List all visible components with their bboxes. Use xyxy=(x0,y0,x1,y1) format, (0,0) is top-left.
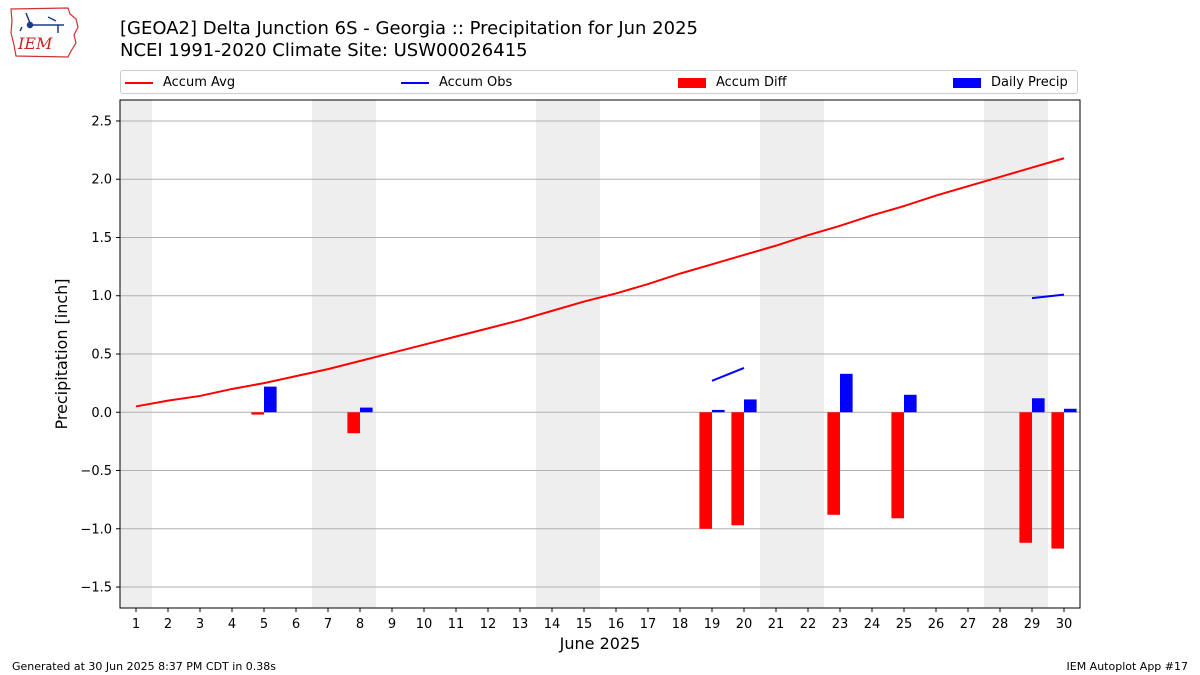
accum-diff-bar xyxy=(699,412,712,529)
y-tick-label: −0.5 xyxy=(80,464,112,479)
plot-frame xyxy=(119,99,1081,609)
legend-label-accum-obs: Accum Obs xyxy=(439,75,513,90)
y-tick-label: 0.5 xyxy=(91,348,112,363)
accum-diff-bar xyxy=(827,412,840,515)
x-tick-label: 2 xyxy=(164,617,172,632)
x-tick-label: 12 xyxy=(480,617,497,632)
x-tick-label: 15 xyxy=(576,617,593,632)
x-tick-label: 25 xyxy=(896,617,913,632)
x-tick-label: 13 xyxy=(512,617,529,632)
x-tick-label: 10 xyxy=(416,617,433,632)
y-tick-label: −1.0 xyxy=(80,522,112,537)
logo-text: IEM xyxy=(17,34,53,53)
x-tick-label: 26 xyxy=(928,617,945,632)
x-tick-label: 27 xyxy=(960,617,977,632)
x-tick-label: 11 xyxy=(448,617,465,632)
x-tick-label: 4 xyxy=(228,617,236,632)
accum-obs-line xyxy=(711,367,745,382)
accum-diff-bar xyxy=(251,412,264,415)
daily-precip-bar xyxy=(712,409,725,413)
daily-precip-bar xyxy=(1064,408,1077,413)
x-tick-label: 30 xyxy=(1056,617,1073,632)
x-tick-label: 1 xyxy=(132,617,140,632)
accum-diff-bar xyxy=(347,412,360,434)
legend-swatch-accum-obs xyxy=(401,81,429,84)
accum-obs-line xyxy=(1031,293,1065,300)
x-tick-label: 17 xyxy=(640,617,657,632)
legend-item-accum-avg: Accum Avg xyxy=(125,75,235,91)
x-axis-label: June 2025 xyxy=(559,634,641,653)
y-tick-label: 2.5 xyxy=(91,114,112,129)
daily-precip-bar xyxy=(360,407,373,413)
x-tick-label: 24 xyxy=(864,617,881,632)
daily-precip-bar xyxy=(1032,398,1045,413)
y-tick-label: 0.0 xyxy=(91,406,112,421)
x-tick-label: 5 xyxy=(260,617,268,632)
chart-legend: Accum Avg Accum Obs Accum Diff Daily Pre… xyxy=(120,70,1078,94)
x-tick-label: 19 xyxy=(704,617,721,632)
legend-swatch-accum-avg xyxy=(125,81,153,84)
chart-subtitle: NCEI 1991-2020 Climate Site: USW00026415 xyxy=(120,40,528,61)
x-tick-label: 23 xyxy=(832,617,849,632)
legend-swatch-daily-precip xyxy=(953,77,981,88)
daily-precip-bar xyxy=(840,373,853,413)
accum-diff-bar xyxy=(1051,412,1064,549)
x-tick-label: 18 xyxy=(672,617,689,632)
daily-precip-bar xyxy=(744,399,757,413)
x-tick-label: 22 xyxy=(800,617,817,632)
legend-label-accum-avg: Accum Avg xyxy=(163,75,236,90)
x-tick-label: 9 xyxy=(388,617,396,632)
x-tick-label: 8 xyxy=(356,617,364,632)
x-tick-label: 20 xyxy=(736,617,753,632)
legend-label-daily-precip: Daily Precip xyxy=(991,75,1068,90)
y-tick-label: 1.5 xyxy=(91,231,112,246)
weather-station-icon xyxy=(19,12,64,33)
y-axis-label: Precipitation [inch] xyxy=(52,278,71,429)
accum-diff-bar xyxy=(1019,412,1032,543)
x-tick-label: 28 xyxy=(992,617,1009,632)
generated-timestamp: Generated at 30 Jun 2025 8:37 PM CDT in … xyxy=(12,660,277,673)
iowa-state-outline xyxy=(10,7,79,58)
y-tick-label: −1.5 xyxy=(80,581,112,596)
x-tick-label: 14 xyxy=(544,617,561,632)
accum-diff-bar xyxy=(731,412,744,526)
accum-diff-bar xyxy=(891,412,904,519)
legend-item-daily-precip: Daily Precip xyxy=(953,75,1068,91)
daily-precip-bar xyxy=(264,386,277,413)
y-tick-label: 2.0 xyxy=(91,173,112,188)
daily-precip-bar xyxy=(904,394,917,413)
x-tick-label: 21 xyxy=(768,617,785,632)
x-tick-label: 16 xyxy=(608,617,625,632)
legend-swatch-accum-diff xyxy=(678,77,706,88)
autoplot-app-label: IEM Autoplot App #17 xyxy=(1066,660,1189,673)
chart-title: [GEOA2] Delta Junction 6S - Georgia :: P… xyxy=(120,18,698,39)
x-tick-label: 6 xyxy=(292,617,300,632)
legend-label-accum-diff: Accum Diff xyxy=(716,75,787,90)
legend-item-accum-obs: Accum Obs xyxy=(401,75,512,91)
x-tick-label: 3 xyxy=(196,617,204,632)
x-tick-label: 7 xyxy=(324,617,332,632)
legend-item-accum-diff: Accum Diff xyxy=(678,75,787,91)
x-tick-label: 29 xyxy=(1024,617,1041,632)
iem-logo: IEM xyxy=(10,7,79,58)
accum-avg-line xyxy=(135,157,1065,408)
y-tick-label: 1.0 xyxy=(91,289,112,304)
